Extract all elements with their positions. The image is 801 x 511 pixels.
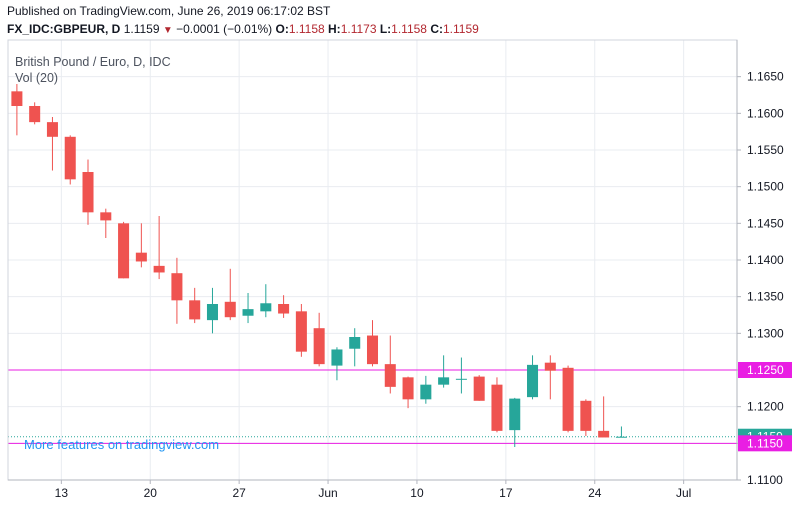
date-tick-label: 17 — [499, 486, 513, 500]
candle-body — [260, 303, 272, 312]
candle-body — [455, 378, 467, 380]
price-tick-label: 1.1350 — [747, 290, 784, 304]
candle-body — [580, 400, 592, 431]
candle-body — [473, 376, 485, 401]
symbol-label[interactable]: FX_IDC:GBPEUR, D — [7, 22, 121, 36]
price-tick-label: 1.1500 — [747, 180, 784, 194]
candle-body — [615, 436, 627, 438]
candle-body — [384, 364, 396, 387]
candle-body — [118, 223, 130, 279]
price-axis[interactable]: 1.1100 1.1150 1.1200 1.1250 1.1300 1.1350 1.14… — [737, 70, 784, 487]
candle-body — [171, 273, 183, 301]
candle-body — [420, 384, 432, 400]
price-change: −0.0001 (−0.01%) — [176, 22, 273, 36]
down-arrow-icon: ▼ — [162, 25, 173, 36]
close-value: 1.1159 — [443, 22, 479, 36]
candle-body — [82, 172, 94, 213]
published-text: Published on TradingView.com, June 26, 2… — [7, 4, 331, 18]
candle-body — [313, 328, 325, 365]
price-tick-label: 1.1550 — [747, 143, 784, 157]
price-tick-label: 1.1450 — [747, 216, 784, 230]
low-label: L: — [379, 22, 392, 36]
price-tick-label: 1.1200 — [747, 400, 784, 414]
candle-body — [402, 377, 414, 400]
candle-body — [438, 377, 450, 385]
price-tag-label: 1.1150 — [747, 436, 783, 450]
date-tick-label: 13 — [55, 486, 69, 500]
price-tick-label: 1.1600 — [747, 106, 784, 120]
candle-body — [491, 384, 503, 431]
candle-body — [366, 335, 379, 365]
price-tag-label: 1.1250 — [747, 363, 784, 377]
price-tag-background — [738, 362, 792, 378]
open-value: 1.1158 — [288, 22, 325, 36]
candle-body — [29, 106, 41, 123]
date-tick-label: Jul — [676, 486, 691, 500]
candle-body — [527, 364, 539, 398]
date-tick-label: 24 — [588, 486, 602, 500]
promo-link[interactable]: More features on tradingview.com — [24, 437, 219, 452]
legend-indicator: Vol (20) — [15, 71, 58, 85]
horizontal-level-lines — [8, 369, 737, 444]
price-tick-label: 1.1100 — [747, 473, 783, 487]
legend-title: British Pound / Euro, D, IDC — [15, 55, 171, 69]
candle-body — [544, 362, 556, 371]
candle-body — [278, 304, 290, 314]
price-tick-label: 1.1400 — [747, 253, 784, 267]
candle-body — [562, 367, 574, 431]
high-label: H: — [328, 22, 341, 36]
candle-body — [135, 252, 147, 262]
high-value: 1.1173 — [340, 22, 377, 36]
candle-body — [206, 304, 218, 321]
candle-body — [189, 300, 201, 320]
date-tick-label: 27 — [232, 486, 246, 500]
candle-body — [224, 301, 236, 318]
time-axis[interactable]: 13 20 27 Jun 10 17 24 Jul — [55, 480, 692, 500]
open-label: O: — [275, 22, 289, 36]
low-value: 1.1158 — [391, 22, 427, 36]
date-tick-label: 20 — [144, 486, 158, 500]
grid-lines — [8, 40, 737, 481]
candle-body — [64, 136, 76, 180]
chart-header: Published on TradingView.com, June 26, 2… — [0, 0, 801, 40]
candle-body — [153, 265, 165, 273]
date-tick-label: Jun — [318, 486, 337, 500]
date-tick-label: 10 — [410, 486, 424, 500]
price-tick-label: 1.1300 — [747, 326, 784, 340]
candle-body — [11, 91, 23, 106]
candle-body — [242, 309, 254, 316]
quote-line: FX_IDC:GBPEUR, D 1.1159 ▼ −0.0001 (−0.01… — [7, 22, 479, 36]
candle-body — [100, 212, 112, 221]
candle-body — [46, 122, 58, 137]
candle-body — [509, 398, 521, 431]
candle-body — [295, 311, 307, 352]
last-price: 1.1159 — [123, 22, 160, 36]
candle-body — [331, 349, 343, 366]
price-tick-label: 1.1650 — [747, 70, 784, 84]
close-label: C: — [430, 22, 443, 36]
price-tag-background — [738, 435, 792, 452]
candle-body — [598, 430, 610, 438]
candlesticks — [11, 84, 627, 447]
candle-body — [349, 337, 361, 349]
